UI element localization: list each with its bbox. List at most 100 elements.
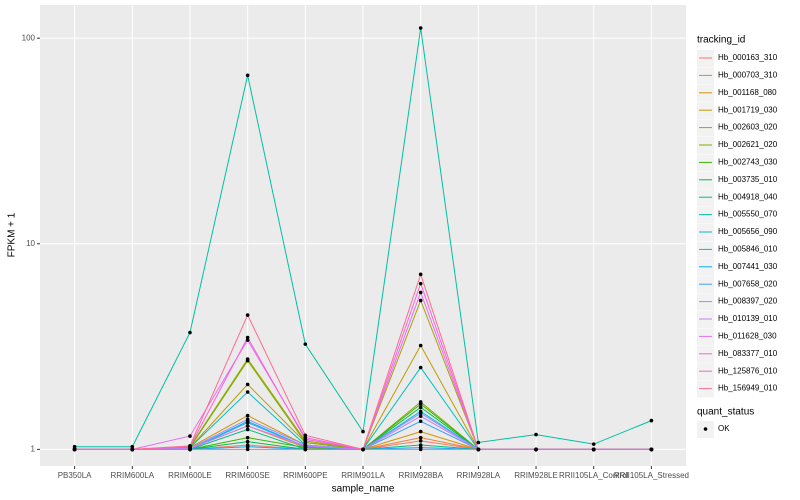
data-point [188,444,192,448]
legend-label: Hb_003735_010 [718,175,778,184]
x-tick-label: RRII105LA_Control [559,471,629,480]
y-tick-label: 10 [26,239,35,248]
legend-label: Hb_008397_020 [718,297,778,306]
data-point [418,443,423,447]
data-point [303,440,308,445]
data-point [361,429,365,434]
x-tick-label: PB350LA [58,471,92,480]
x-tick-label: RRIM600LA [110,471,154,480]
legend-label: Hb_002743_030 [718,158,778,167]
data-point [418,419,423,424]
legend-label: Hb_083377_010 [718,349,778,358]
x-tick-label: RRIM928BA [398,471,443,480]
data-point [245,382,250,387]
data-point [303,342,308,346]
legend-label: Hb_007441_030 [718,262,778,271]
data-point [418,405,423,410]
data-point [418,272,423,277]
data-point [245,73,250,78]
legend-label: Hb_125876_010 [718,366,778,375]
legend-label: Hb_000703_310 [718,71,778,80]
legend-label: Hb_010139_010 [718,314,778,323]
x-tick-label: RRIM600LE [168,471,212,480]
data-point [245,358,250,363]
data-point [245,435,250,440]
data-point [591,442,596,446]
data-point [418,298,423,303]
data-point [534,432,538,437]
legend-title: tracking_id [697,35,745,46]
data-point [418,365,423,370]
data-point [476,447,481,452]
legend-label: Hb_001168_080 [718,88,777,97]
data-point [418,402,423,406]
data-point [418,429,423,434]
data-point [418,447,423,452]
data-point [303,433,308,438]
data-point [418,26,423,30]
x-tick-label: RRIM928LA [457,471,501,480]
legend-label: Hb_007658_020 [718,279,778,288]
data-point [245,413,250,418]
data-point [591,447,596,452]
legend-label: Hb_002621_020 [718,140,778,149]
data-point [72,444,77,449]
data-point [418,343,423,348]
legend-label: Hb_000163_310 [718,53,778,62]
data-point [245,427,250,432]
data-point [649,418,654,423]
legend-label: Hb_005656_090 [718,227,778,236]
legend-label: Hb_011628_030 [718,332,777,341]
shape-legend-title: quant_status [697,407,754,418]
data-point [245,424,250,428]
legend-label: Hb_156949_010 [718,384,778,393]
data-point [245,417,250,422]
data-point [245,335,250,340]
data-point [303,447,308,452]
data-point [245,338,250,342]
data-point [303,444,308,448]
y-axis-title: FPKM + 1 [7,212,18,257]
data-point [130,447,135,452]
data-point [649,447,654,452]
legend: Hb_000163_310 Hb_000703_310 Hb_001168_080 H… [697,50,778,438]
data-point [245,420,250,425]
x-axis-title: sample_name [332,484,395,495]
grid [37,5,686,469]
data-point [418,290,423,295]
x-tick-label: RRII105LA_Stressed [614,471,689,480]
data-point [534,447,538,452]
x-tick-label: RRIM928LE [514,471,558,480]
data-point [361,447,365,452]
data-point [130,444,135,449]
data-point [476,440,481,445]
data-point [418,411,423,415]
data-point [418,414,423,418]
data-point [188,447,192,452]
data-point [303,437,308,442]
legend-label: Hb_001719_030 [718,105,778,114]
data-point [418,439,423,443]
legend-label: Hb_005550_070 [718,210,778,219]
data-point [188,434,192,438]
data-point [245,390,250,394]
legend-label: Hb_002603_020 [718,123,778,132]
data-point [72,447,77,452]
x-tick-label: RRIM600SE [225,471,269,480]
y-tick-label: 100 [22,33,36,42]
data-point [418,281,423,286]
data-point [245,447,250,452]
y-tick-label: 1 [31,444,36,453]
legend-label: Hb_004918_040 [718,192,778,201]
data-point [245,313,250,317]
points [72,26,654,452]
legend-point [703,427,708,431]
x-tick-label: RRIM600PE [283,471,327,480]
data-point [245,444,250,449]
x-tick-label: RRIM901LA [341,471,385,480]
legend-label: Hb_005846_010 [718,245,778,254]
data-point [418,435,423,440]
legend-label: OK [718,424,730,433]
data-point [188,330,192,335]
